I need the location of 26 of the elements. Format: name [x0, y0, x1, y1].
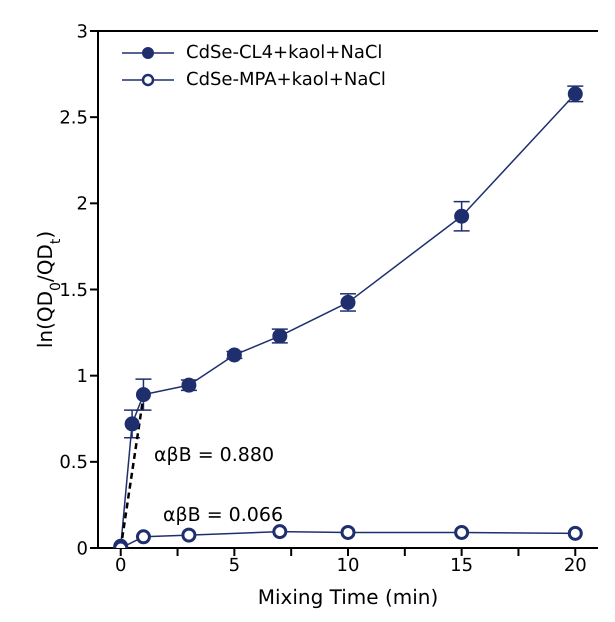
x-axis-title: Mixing Time (min): [258, 585, 438, 609]
annotation: αβB = 0.880: [154, 444, 274, 466]
point: [272, 524, 288, 540]
point: [136, 529, 151, 544]
annotation: αβB = 0.066: [163, 504, 284, 526]
legend-label: CdSe-MPA+kaol+NaCl: [186, 69, 386, 90]
y-tick-label: 1: [76, 366, 88, 388]
y-tick-label: 0: [76, 538, 88, 560]
x-tick-label: 15: [450, 554, 474, 576]
point: [454, 208, 470, 224]
point: [226, 347, 242, 362]
point: [454, 524, 470, 540]
y-tick-label: 0.5: [59, 452, 88, 474]
x-tick-label: 10: [336, 554, 360, 576]
point: [124, 416, 140, 432]
y-tick-label: 3: [76, 21, 88, 42]
y-tick-label: 2: [76, 194, 88, 215]
x-tick-label: 20: [564, 554, 587, 576]
point: [181, 528, 196, 543]
legend-label: CdSe-CL4+kaol+NaCl: [186, 42, 382, 63]
y-tick-label: 2.5: [59, 108, 88, 129]
x-tick-label: 5: [228, 554, 240, 576]
point: [340, 524, 356, 540]
x-tick-label: 0: [115, 554, 126, 576]
point: [568, 526, 583, 541]
point: [136, 387, 151, 402]
